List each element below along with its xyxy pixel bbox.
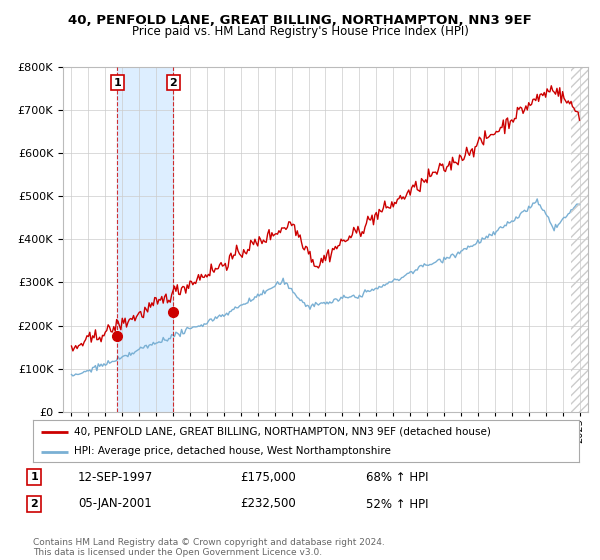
Text: 1: 1 bbox=[31, 472, 38, 482]
Text: 12-SEP-1997: 12-SEP-1997 bbox=[78, 470, 153, 484]
Text: 05-JAN-2001: 05-JAN-2001 bbox=[78, 497, 152, 511]
Bar bbox=[118, 67, 173, 412]
Text: 68% ↑ HPI: 68% ↑ HPI bbox=[366, 470, 428, 484]
Text: 2: 2 bbox=[170, 77, 177, 87]
Text: 40, PENFOLD LANE, GREAT BILLING, NORTHAMPTON, NN3 9EF (detached house): 40, PENFOLD LANE, GREAT BILLING, NORTHAM… bbox=[74, 427, 491, 437]
Text: £175,000: £175,000 bbox=[240, 470, 296, 484]
Text: 40, PENFOLD LANE, GREAT BILLING, NORTHAMPTON, NN3 9EF: 40, PENFOLD LANE, GREAT BILLING, NORTHAM… bbox=[68, 14, 532, 27]
Text: HPI: Average price, detached house, West Northamptonshire: HPI: Average price, detached house, West… bbox=[74, 446, 391, 456]
Text: 52% ↑ HPI: 52% ↑ HPI bbox=[366, 497, 428, 511]
Text: £232,500: £232,500 bbox=[240, 497, 296, 511]
Text: Contains HM Land Registry data © Crown copyright and database right 2024.
This d: Contains HM Land Registry data © Crown c… bbox=[33, 538, 385, 557]
Text: Price paid vs. HM Land Registry's House Price Index (HPI): Price paid vs. HM Land Registry's House … bbox=[131, 25, 469, 38]
Text: 1: 1 bbox=[113, 77, 121, 87]
Text: 2: 2 bbox=[31, 499, 38, 509]
